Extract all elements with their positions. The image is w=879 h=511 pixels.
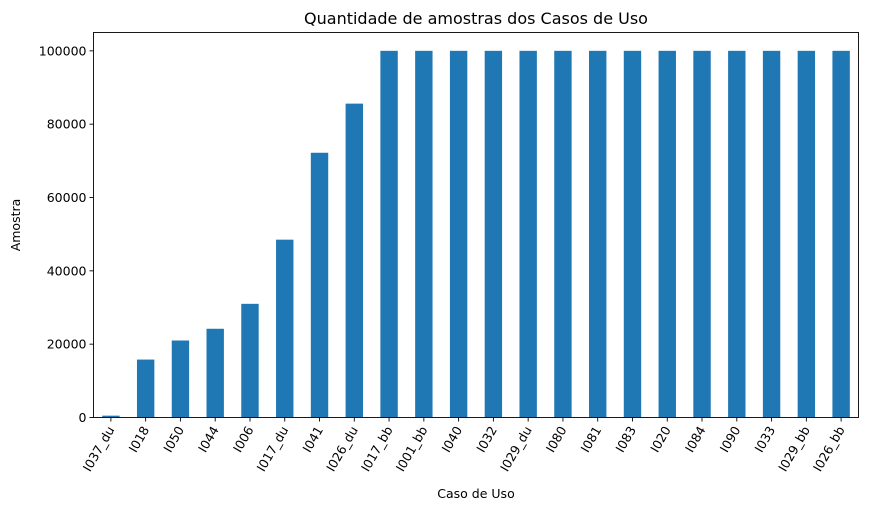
bar-I080 — [554, 50, 572, 418]
bar-I040 — [449, 50, 468, 418]
bar-I084 — [693, 50, 711, 418]
bar-I050 — [171, 340, 190, 418]
bar-I018 — [136, 359, 155, 418]
y-tick-label: 0 — [79, 410, 87, 425]
bar-I032 — [484, 50, 503, 418]
bar-I029_du — [519, 50, 537, 418]
bar-I081 — [589, 50, 607, 418]
bar-I083 — [623, 50, 642, 418]
y-tick-label: 80000 — [47, 117, 87, 132]
bar-I017_du — [276, 239, 294, 418]
bar-I001_bb — [415, 50, 433, 418]
bar-I006 — [241, 303, 259, 418]
y-axis-ticks: 0 20000 40000 60000 80000 100000 — [39, 43, 94, 425]
bar-I029_bb — [797, 50, 816, 418]
y-tick-label: 60000 — [47, 190, 87, 205]
bar-I037_du — [102, 415, 120, 418]
y-tick-label: 40000 — [47, 263, 87, 278]
bar-I041 — [310, 152, 329, 418]
bar-I017_bb — [380, 50, 398, 418]
bar-I090 — [728, 50, 746, 418]
y-tick-label: 20000 — [47, 337, 87, 352]
chart-title: Quantidade de amostras dos Casos de Uso — [304, 9, 648, 28]
y-tick-label: 100000 — [39, 43, 87, 58]
bar-I026_bb — [832, 50, 850, 418]
bar-I033 — [762, 50, 781, 418]
x-axis-label: Caso de Uso — [437, 486, 514, 501]
bar-I044 — [206, 328, 224, 418]
y-axis-label: Amostra — [8, 199, 23, 252]
bar-I026_du — [345, 103, 363, 418]
plot-frame — [93, 32, 859, 418]
bars-group — [102, 50, 850, 418]
bar-I020 — [658, 50, 676, 418]
